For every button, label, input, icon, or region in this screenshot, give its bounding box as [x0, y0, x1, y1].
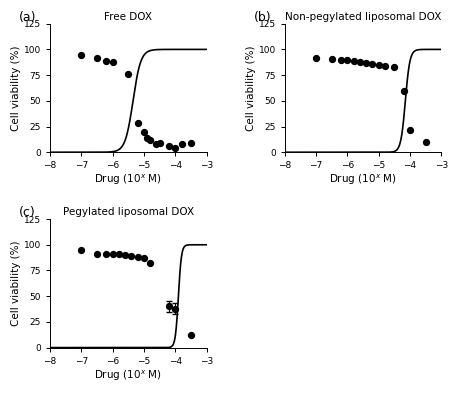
Point [369, 61, 376, 67]
Point [187, 140, 195, 146]
Point [422, 139, 430, 145]
Point [103, 58, 110, 64]
Point [178, 141, 185, 147]
Point [313, 55, 320, 61]
Title: Non-pegylated liposomal DOX: Non-pegylated liposomal DOX [285, 11, 441, 22]
Point [140, 255, 147, 261]
X-axis label: Drug (10$^x$ M): Drug (10$^x$ M) [329, 173, 397, 188]
Point [134, 120, 142, 127]
Point [338, 56, 345, 63]
Title: Pegylated liposomal DOX: Pegylated liposomal DOX [63, 207, 194, 217]
Point [78, 51, 85, 58]
Point [109, 251, 116, 257]
Point [143, 135, 151, 141]
Point [147, 137, 154, 143]
Point [400, 87, 407, 94]
Point [125, 71, 132, 77]
Point [134, 254, 142, 260]
Point [153, 141, 160, 147]
Point [156, 140, 163, 146]
Point [350, 58, 357, 64]
Text: (c): (c) [19, 206, 35, 219]
Point [172, 145, 179, 151]
Point [187, 332, 195, 339]
Point [78, 247, 85, 253]
Point [172, 305, 179, 312]
Point [103, 251, 110, 257]
Point [121, 252, 129, 258]
Point [93, 251, 101, 257]
Text: (b): (b) [253, 11, 271, 24]
Point [363, 60, 370, 66]
Point [140, 128, 147, 135]
X-axis label: Drug (10$^x$ M): Drug (10$^x$ M) [94, 173, 162, 188]
Point [128, 253, 135, 259]
Point [356, 58, 364, 65]
Point [375, 62, 382, 68]
Point [381, 63, 389, 69]
Point [165, 143, 172, 149]
Point [93, 55, 101, 61]
Point [115, 251, 122, 257]
Point [109, 58, 116, 65]
Y-axis label: Cell viability (%): Cell viability (%) [246, 45, 256, 131]
Point [391, 64, 398, 70]
Y-axis label: Cell viability (%): Cell viability (%) [11, 45, 21, 131]
Point [328, 56, 335, 62]
Y-axis label: Cell viability (%): Cell viability (%) [11, 241, 21, 326]
Title: Free DOX: Free DOX [104, 11, 152, 22]
X-axis label: Drug (10$^x$ M): Drug (10$^x$ M) [94, 369, 162, 383]
Point [406, 126, 414, 133]
Point [165, 303, 172, 310]
Text: (a): (a) [19, 11, 36, 24]
Point [344, 56, 351, 63]
Point [147, 260, 154, 267]
